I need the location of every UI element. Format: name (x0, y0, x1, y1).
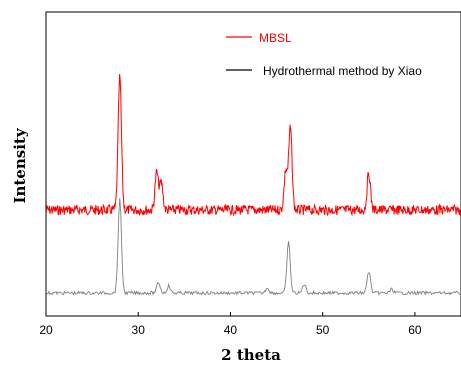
plot-frame (45, 11, 461, 317)
x-tick-label: 50 (316, 323, 330, 337)
x-axis-title: 2 theta (221, 346, 281, 364)
legend: MBSL Hydrothermal method by Xiao (226, 31, 422, 78)
legend-label-mbsl: MBSL (259, 31, 292, 45)
series-layer (45, 74, 461, 296)
x-tick-label: 20 (39, 323, 53, 337)
series-line-mbsl (45, 74, 461, 217)
x-tick-label: 60 (408, 323, 422, 337)
x-tick-label: 40 (224, 323, 238, 337)
x-tick-label: 30 (132, 323, 146, 337)
x-ticks: 20 30 40 50 60 (39, 312, 422, 337)
legend-label-xiao: Hydrothermal method by Xiao (263, 64, 422, 78)
series-line-xiao (45, 198, 461, 296)
y-axis-title: Intensity (11, 127, 29, 203)
